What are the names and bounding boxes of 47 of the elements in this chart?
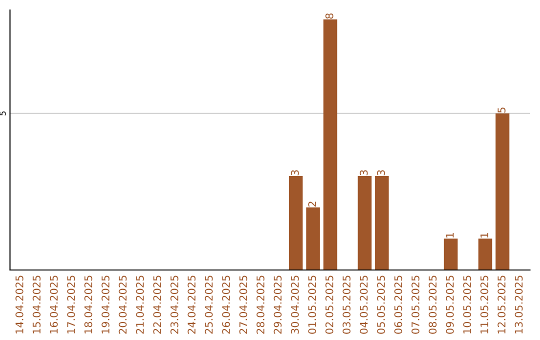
x-tick-label: 10.05.2025	[463, 276, 472, 334]
x-tick-label: 26.04.2025	[222, 276, 230, 334]
bar	[478, 238, 492, 270]
x-tick-label: 30.04.2025	[290, 276, 299, 334]
bar	[288, 176, 303, 270]
x-tick-label: 01.05.2025	[308, 276, 316, 334]
x-tick-label: 29.04.2025	[274, 276, 282, 334]
data-label: 3	[377, 170, 385, 176]
x-tick-label: 25.04.2025	[204, 276, 213, 334]
bar	[323, 19, 338, 270]
x-tick-label: 18.04.2025	[84, 276, 92, 334]
data-label: 3	[360, 170, 368, 176]
data-label: 5	[498, 108, 506, 113]
x-tick-label: 08.05.2025	[428, 276, 437, 334]
x-tick-label: 23.04.2025	[170, 276, 178, 334]
x-tick-label: 17.04.2025	[67, 276, 76, 334]
data-label: 1	[446, 233, 454, 238]
x-tick-label: 02.05.2025	[325, 276, 334, 334]
x-tick-label: 16.04.2025	[50, 276, 58, 334]
x-tick-label: 21.04.2025	[136, 276, 144, 334]
x-tick-label: 03.05.2025	[342, 276, 351, 334]
bar	[444, 238, 458, 270]
x-tick-label: 07.05.2025	[412, 276, 420, 334]
ref-line-label: 5	[0, 111, 6, 116]
data-label: 3	[290, 170, 299, 176]
x-tick-label: 14.04.2025	[15, 276, 24, 334]
x-tick-label: 11.05.2025	[480, 276, 488, 334]
x-tick-label: 13.05.2025	[514, 276, 523, 334]
x-tick-label: 19.04.2025	[102, 276, 110, 334]
bar	[306, 207, 320, 270]
bar	[375, 176, 389, 270]
bar	[358, 176, 372, 270]
x-tick-label: 27.04.2025	[239, 276, 248, 334]
data-label: 8	[325, 13, 334, 19]
x-tick-label: 20.04.2025	[118, 276, 127, 334]
x-tick-label: 15.04.2025	[32, 276, 41, 334]
x-tick-label: 06.05.2025	[394, 276, 402, 334]
x-tick-label: 05.05.2025	[377, 276, 385, 334]
x-tick-label: 09.05.2025	[446, 276, 454, 334]
x-tick-label: 28.04.2025	[256, 276, 264, 334]
x-tick-label: 12.05.2025	[498, 276, 506, 334]
x-tick-label: 04.05.2025	[360, 276, 368, 334]
x-tick-label: 22.04.2025	[153, 276, 162, 334]
bar	[496, 113, 510, 270]
x-tick-label: 24.04.2025	[188, 276, 196, 334]
data-label: 2	[308, 202, 316, 207]
data-label: 1	[480, 233, 488, 238]
